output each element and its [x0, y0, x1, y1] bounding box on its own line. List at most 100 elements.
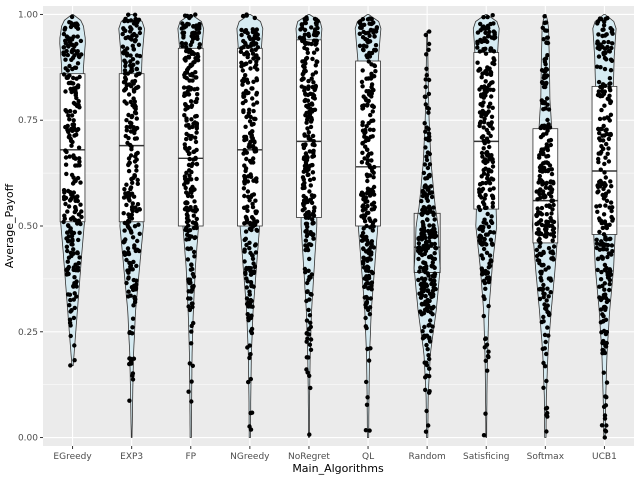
data-point	[371, 170, 376, 175]
data-point	[423, 276, 428, 282]
data-point	[68, 297, 73, 303]
data-point	[602, 350, 608, 356]
data-point	[302, 133, 307, 138]
data-point	[68, 323, 73, 328]
data-point	[76, 99, 81, 104]
data-point	[315, 25, 320, 31]
data-point	[549, 171, 555, 177]
data-point	[484, 205, 489, 210]
data-point	[242, 193, 247, 199]
data-point	[477, 49, 483, 54]
data-point	[492, 61, 497, 67]
data-point	[365, 55, 370, 60]
data-point	[191, 157, 196, 162]
data-point	[79, 209, 84, 214]
data-point	[360, 84, 365, 89]
data-point	[417, 269, 422, 274]
data-point	[307, 342, 313, 347]
data-point	[189, 51, 194, 56]
data-point	[74, 128, 80, 133]
data-point	[306, 209, 311, 215]
data-point	[193, 204, 198, 210]
data-point	[426, 239, 432, 244]
data-point	[487, 144, 492, 150]
data-point	[425, 165, 431, 171]
data-point	[75, 251, 80, 256]
data-point	[254, 53, 259, 58]
data-point	[604, 141, 609, 147]
data-point	[65, 292, 71, 297]
data-point	[194, 26, 199, 32]
data-point	[73, 204, 78, 210]
data-point	[75, 34, 80, 39]
data-point	[128, 59, 133, 64]
data-point	[248, 328, 254, 334]
data-point	[126, 289, 131, 294]
data-point	[544, 429, 549, 434]
data-point	[365, 190, 370, 196]
data-point	[251, 284, 256, 289]
data-point	[63, 162, 69, 167]
data-point	[181, 35, 186, 40]
data-point	[248, 194, 254, 200]
data-point	[364, 379, 369, 385]
data-point	[74, 284, 79, 289]
data-point	[603, 344, 609, 349]
data-point	[126, 135, 131, 141]
data-point	[124, 202, 129, 208]
data-point	[543, 223, 548, 229]
data-point	[365, 395, 370, 400]
data-point	[244, 13, 249, 18]
data-point	[536, 232, 542, 237]
data-point	[597, 130, 602, 136]
data-point	[71, 315, 77, 321]
data-point	[121, 26, 126, 31]
data-point	[365, 178, 370, 184]
data-point	[357, 31, 362, 36]
data-point	[189, 104, 194, 110]
data-point	[189, 329, 194, 334]
data-point	[65, 239, 71, 244]
data-point	[65, 267, 70, 273]
data-point	[486, 349, 491, 354]
data-point	[367, 216, 372, 221]
data-point	[248, 139, 253, 145]
data-point	[303, 20, 308, 26]
data-point	[482, 157, 488, 162]
data-point	[74, 95, 79, 101]
data-point	[544, 212, 549, 217]
data-point	[189, 190, 194, 195]
data-point	[480, 103, 485, 108]
data-point	[63, 201, 68, 207]
data-point	[480, 112, 485, 117]
data-point	[194, 222, 199, 227]
data-point	[127, 260, 132, 266]
data-point	[252, 29, 258, 35]
data-point	[605, 272, 610, 278]
data-point	[606, 136, 612, 142]
data-point	[130, 371, 136, 376]
data-point	[128, 18, 134, 23]
data-point	[190, 71, 195, 77]
data-point	[193, 135, 198, 140]
data-point	[484, 221, 489, 226]
data-point	[305, 126, 310, 131]
data-point	[77, 255, 82, 260]
data-point	[482, 141, 487, 146]
data-point	[243, 168, 248, 174]
data-point	[597, 44, 602, 49]
data-point	[305, 50, 310, 55]
data-point	[484, 250, 490, 255]
x-tick-label: Satisficing	[463, 452, 509, 462]
data-point	[476, 204, 481, 210]
data-point	[130, 331, 135, 336]
data-point	[485, 270, 490, 275]
data-point	[598, 167, 603, 172]
data-point	[129, 191, 135, 196]
data-point	[68, 136, 73, 142]
data-point	[597, 229, 602, 235]
data-point	[250, 201, 255, 207]
data-point	[311, 176, 316, 181]
data-point	[419, 252, 425, 257]
